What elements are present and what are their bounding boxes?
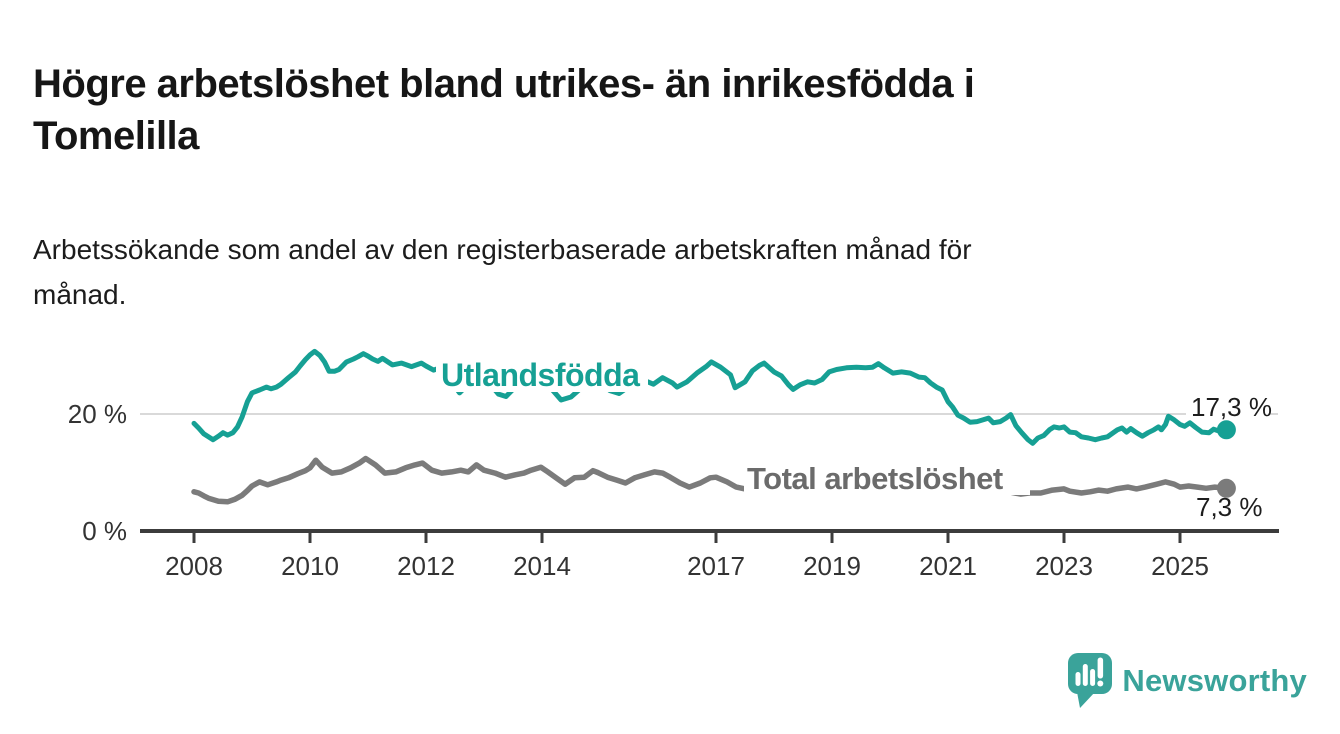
logo-bar-2 <box>1083 664 1089 686</box>
series-end-dot-total <box>1216 478 1236 498</box>
series-line-total <box>191 455 1230 505</box>
logo-exclamation-bar <box>1097 657 1104 679</box>
newsworthy-bubble-chart-icon <box>1068 653 1113 708</box>
logo-bubble <box>1068 653 1113 694</box>
chart-subtitle-line-2: månad. <box>33 279 127 310</box>
logo-bar-3 <box>1090 669 1096 686</box>
series-label-utlandsfodda: Utlandsfödda <box>441 357 640 393</box>
series-label-mask-utlandsfodda <box>436 357 648 392</box>
chart-subtitle: Arbetssökande som andel av den registerb… <box>33 227 972 317</box>
x-tick-label-2019: 2019 <box>803 551 861 581</box>
x-tick-label-2021: 2021 <box>919 551 977 581</box>
x-tick-label-2017: 2017 <box>687 551 745 581</box>
page-title-line-1: Högre arbetslöshet bland utrikes- än inr… <box>33 61 975 106</box>
chart-subtitle-line-1: Arbetssökande som andel av den registerb… <box>33 234 972 265</box>
x-tick-label-2025: 2025 <box>1151 551 1209 581</box>
end-value-label-utlandsfodda: 17,3 % <box>1191 392 1272 422</box>
x-tick-label-2010: 2010 <box>281 551 339 581</box>
series-end-dot-utlandsfodda <box>1216 420 1236 440</box>
logo-exclamation-dot <box>1097 680 1104 687</box>
newsworthy-logo: Newsworthy <box>1067 652 1307 710</box>
x-tick-label-2008: 2008 <box>165 551 223 581</box>
logo-bubble-tail <box>1077 692 1096 708</box>
series-label-mask-total <box>744 461 1030 495</box>
series-line-utlandsfodda <box>191 348 1229 446</box>
x-tick-label-2012: 2012 <box>397 551 455 581</box>
series-label-total: Total arbetslöshet <box>747 461 1003 496</box>
page-title-line-2: Tomelilla <box>33 113 199 158</box>
y-tick-label-0: 0 % <box>82 516 127 546</box>
x-tick-label-2023: 2023 <box>1035 551 1093 581</box>
page-title: Högre arbetslöshet bland utrikes- än inr… <box>33 58 975 162</box>
end-value-mask-utlandsfodda <box>1186 395 1268 420</box>
end-value-label-total: 7,3 % <box>1196 492 1263 522</box>
logo-bar-1 <box>1075 672 1081 686</box>
brand-wordmark: Newsworthy <box>1122 663 1307 698</box>
x-tick-label-2014: 2014 <box>513 551 571 581</box>
y-tick-label-20: 20 % <box>68 399 127 429</box>
